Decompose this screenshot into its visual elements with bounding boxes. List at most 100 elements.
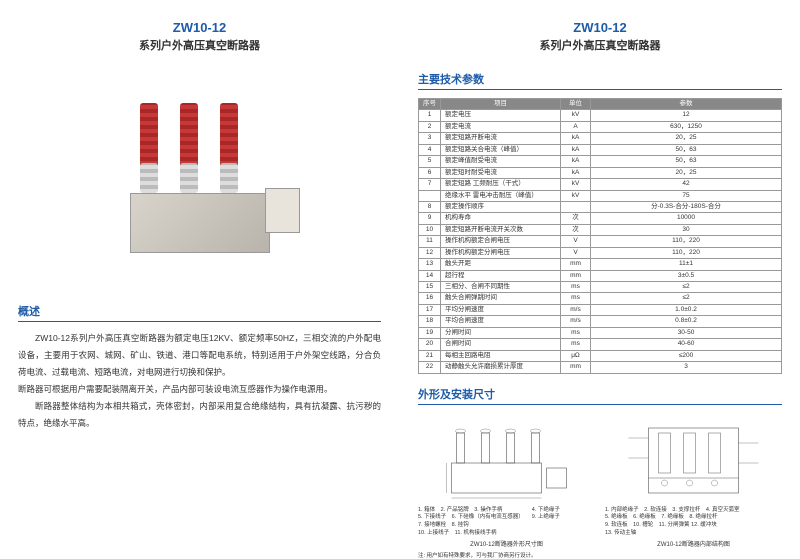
- table-cell: kV: [561, 110, 591, 121]
- structure-diagram: 1. 内部绝缘子 2. 软连接 3. 支撑拉杆 4. 真空灭弧室 5. 绝缘板 …: [605, 413, 782, 533]
- product-model: ZW10-12: [18, 20, 381, 35]
- table-cell: 50，63: [591, 156, 782, 167]
- table-header: 序号: [419, 99, 441, 110]
- table-cell: 绝缘水平 雷电冲击耐压（峰值）: [441, 190, 561, 201]
- table-cell: 3±0.5: [591, 270, 782, 281]
- table-cell: 75: [591, 190, 782, 201]
- table-row: 20合闸时间ms40-60: [419, 339, 782, 350]
- table-cell: 10: [419, 224, 441, 235]
- table-cell: 平均合闸速度: [441, 316, 561, 327]
- table-cell: 22: [419, 362, 441, 373]
- table-cell: kA: [561, 144, 591, 155]
- table-cell: 110，220: [591, 236, 782, 247]
- table-cell: 12: [419, 247, 441, 258]
- table-cell: 3: [591, 362, 782, 373]
- table-cell: 三相分、合闸不同期性: [441, 282, 561, 293]
- outline-diagram: 1. 箱体 2. 产品铭牌 3. 操作手柄 5. 下接线子 6. 下硅橡（内有电…: [418, 413, 595, 533]
- table-row: 绝缘水平 雷电冲击耐压（峰值）kV75: [419, 190, 782, 201]
- table-cell: 50，63: [591, 144, 782, 155]
- table-cell: 次: [561, 224, 591, 235]
- table-row: 16触头合闸弹跳时间ms≤2: [419, 293, 782, 304]
- table-cell: ≤2: [591, 282, 782, 293]
- table-cell: 次: [561, 213, 591, 224]
- table-row: 12操作机构额定分闸电压V110，220: [419, 247, 782, 258]
- table-cell: ms: [561, 339, 591, 350]
- table-cell: [561, 201, 591, 212]
- table-cell: kA: [561, 156, 591, 167]
- table-cell: 超行程: [441, 270, 561, 281]
- table-cell: 17: [419, 304, 441, 315]
- table-row: 22动静触头允许磨损累计厚度mm3: [419, 362, 782, 373]
- table-cell: mm: [561, 270, 591, 281]
- table-cell: 额定短路开断电流: [441, 133, 561, 144]
- diagram-left-note: 注: 用户如有特殊要求，可与我厂协商另行设计。: [418, 551, 595, 559]
- table-row: 7额定短路 工频耐压（干式）kV42: [419, 179, 782, 190]
- table-cell: 机构寿命: [441, 213, 561, 224]
- specs-heading: 主要技术参数: [418, 71, 782, 90]
- table-cell: 110，220: [591, 247, 782, 258]
- table-cell: kV: [561, 190, 591, 201]
- table-cell: 10000: [591, 213, 782, 224]
- table-cell: A: [561, 121, 591, 132]
- table-header: 参数: [591, 99, 782, 110]
- table-cell: 额定短路 工频耐压（干式）: [441, 179, 561, 190]
- table-cell: 2: [419, 121, 441, 132]
- table-row: 3额定短路开断电流kA20，25: [419, 133, 782, 144]
- table-cell: mm: [561, 362, 591, 373]
- table-cell: 7: [419, 179, 441, 190]
- specs-table: 序号项目单位参数 1额定电压kV122额定电流A630，12503额定短路开断电…: [418, 98, 782, 374]
- diagram-right-labels: 1. 内部绝缘子 2. 软连接 3. 支撑拉杆 4. 真空灭弧室 5. 绝缘板 …: [605, 507, 782, 538]
- table-cell: ≤200: [591, 350, 782, 361]
- table-cell: 11±1: [591, 259, 782, 270]
- diagram-left-label9: 9. 上绝缘子: [532, 514, 560, 522]
- table-cell: 20，25: [591, 167, 782, 178]
- table-cell: kA: [561, 167, 591, 178]
- table-cell: 8: [419, 201, 441, 212]
- table-cell: 21: [419, 350, 441, 361]
- table-row: 21每相主回路电阻μΩ≤200: [419, 350, 782, 361]
- table-cell: 额定峰值耐受电流: [441, 156, 561, 167]
- table-cell: 额定电压: [441, 110, 561, 121]
- table-cell: 触头开距: [441, 259, 561, 270]
- table-cell: 30: [591, 224, 782, 235]
- table-cell: V: [561, 247, 591, 258]
- product-name-right: 系列户外高压真空断路器: [418, 37, 782, 53]
- table-row: 11操作机构额定合闸电压V110，220: [419, 236, 782, 247]
- table-cell: 0.8±0.2: [591, 316, 782, 327]
- table-cell: mm: [561, 259, 591, 270]
- table-row: 5额定峰值耐受电流kA50，63: [419, 156, 782, 167]
- table-cell: 1.0±0.2: [591, 304, 782, 315]
- table-cell: 5: [419, 156, 441, 167]
- table-cell: 操作机构额定合闸电压: [441, 236, 561, 247]
- table-cell: kA: [561, 133, 591, 144]
- table-cell: 额定短时耐受电流: [441, 167, 561, 178]
- table-cell: 6: [419, 167, 441, 178]
- table-cell: m/s: [561, 316, 591, 327]
- table-cell: 额定操作顺序: [441, 201, 561, 212]
- table-cell: μΩ: [561, 350, 591, 361]
- table-cell: ms: [561, 327, 591, 338]
- table-cell: 动静触头允许磨损累计厚度: [441, 362, 561, 373]
- table-row: 8额定操作顺序分-0.3S-合分-180S-合分: [419, 201, 782, 212]
- table-row: 18平均合闸速度m/s0.8±0.2: [419, 316, 782, 327]
- table-cell: ms: [561, 282, 591, 293]
- table-row: 9机构寿命次10000: [419, 213, 782, 224]
- table-row: 6额定短时耐受电流kA20，25: [419, 167, 782, 178]
- table-row: 14超行程mm3±0.5: [419, 270, 782, 281]
- table-cell: 1: [419, 110, 441, 121]
- dimensions-heading: 外形及安装尺寸: [418, 386, 782, 405]
- description-p2: 断路器可根据用户需要配装隔离开关，产品内部可装设电流互感器作为操作电源用。: [18, 381, 381, 398]
- table-row: 2额定电流A630，1250: [419, 121, 782, 132]
- table-cell: 11: [419, 236, 441, 247]
- table-cell: 触头合闸弹跳时间: [441, 293, 561, 304]
- table-row: 13触头开距mm11±1: [419, 259, 782, 270]
- table-cell: 30-50: [591, 327, 782, 338]
- diagram-left-labels: 1. 箱体 2. 产品铭牌 3. 操作手柄 5. 下接线子 6. 下硅橡（内有电…: [418, 507, 524, 538]
- table-cell: 42: [591, 179, 782, 190]
- table-cell: 16: [419, 293, 441, 304]
- table-cell: 额定短路开断电流开关次数: [441, 224, 561, 235]
- table-cell: 14: [419, 270, 441, 281]
- table-cell: 40-60: [591, 339, 782, 350]
- table-cell: 4: [419, 144, 441, 155]
- table-cell: 额定短路关合电流（峰值）: [441, 144, 561, 155]
